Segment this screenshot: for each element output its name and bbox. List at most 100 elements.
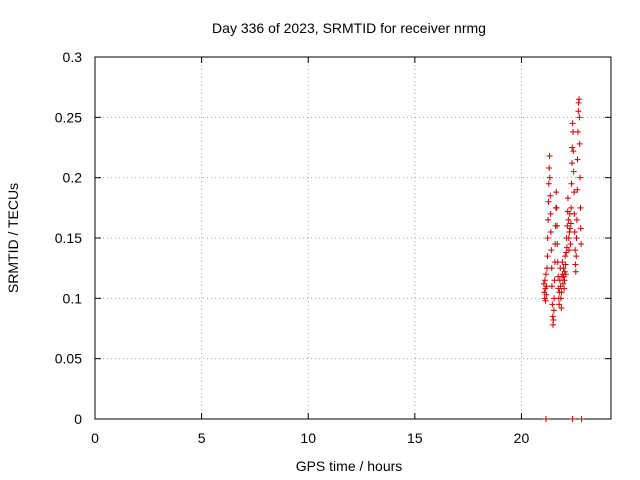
data-point — [548, 283, 555, 290]
data-point — [574, 156, 581, 163]
data-point — [565, 235, 572, 241]
data-point — [570, 148, 577, 155]
data-point — [577, 225, 584, 232]
data-point — [576, 96, 583, 103]
data-point — [549, 301, 556, 308]
data-point — [553, 204, 560, 211]
data-point — [574, 186, 581, 193]
data-point — [546, 152, 553, 159]
y-tick-label: 0.2 — [63, 170, 83, 186]
x-axis-tick-labels: 0 5 10 15 20 — [91, 430, 529, 446]
data-point — [541, 277, 548, 284]
data-point — [542, 297, 549, 304]
data-point — [571, 210, 578, 217]
x-tick-label: 20 — [514, 430, 530, 446]
y-tick-label: 0.15 — [55, 230, 82, 246]
data-point — [550, 307, 557, 314]
data-point — [565, 247, 572, 254]
data-point — [561, 285, 568, 292]
axis-ticks — [94, 56, 611, 420]
data-point — [561, 277, 568, 284]
data-point — [562, 271, 569, 278]
data-point — [560, 280, 567, 287]
data-point — [547, 228, 554, 235]
data-point — [572, 247, 579, 254]
data-point — [567, 225, 574, 232]
y-tick-label: 0.3 — [63, 49, 83, 65]
data-point — [558, 304, 565, 311]
data-point — [560, 265, 567, 272]
data-points — [540, 96, 585, 422]
y-axis-label: SRMTID / TECUs — [5, 183, 21, 293]
data-point — [553, 189, 560, 196]
y-tick-label: 0 — [74, 411, 82, 427]
data-point — [575, 108, 582, 115]
data-point — [574, 128, 581, 135]
data-point — [545, 216, 552, 223]
data-point — [572, 261, 579, 268]
data-point — [571, 228, 578, 235]
data-point — [546, 165, 553, 172]
data-point — [548, 265, 555, 272]
data-point — [573, 235, 580, 241]
data-point — [572, 268, 579, 275]
x-tick-label: 0 — [91, 430, 99, 446]
data-point — [565, 216, 572, 223]
x-tick-label: 10 — [300, 430, 316, 446]
data-point — [547, 210, 554, 217]
y-tick-label: 0.05 — [55, 351, 82, 367]
data-point — [562, 253, 569, 260]
data-point — [567, 220, 574, 227]
data-point — [544, 235, 551, 241]
data-point — [576, 114, 583, 121]
data-point — [544, 253, 551, 260]
data-point — [557, 295, 564, 302]
data-point — [559, 259, 566, 266]
plot-area-frame — [94, 56, 612, 420]
data-point — [549, 313, 556, 320]
data-point — [578, 241, 585, 248]
data-point — [566, 228, 573, 235]
data-point — [550, 317, 557, 324]
data-point — [543, 283, 550, 290]
data-point — [569, 120, 576, 127]
data-point — [545, 180, 552, 187]
data-point — [562, 261, 569, 268]
data-point — [567, 241, 574, 248]
data-point — [542, 416, 549, 422]
data-point — [577, 204, 584, 211]
grid-lines — [95, 57, 611, 419]
data-point — [542, 271, 549, 278]
data-point — [548, 247, 555, 254]
chart-title: Day 336 of 2023, SRMTID for receiver nrm… — [212, 20, 486, 36]
y-tick-label: 0.25 — [55, 109, 82, 125]
y-tick-label: 0.1 — [63, 290, 83, 306]
data-point — [570, 168, 577, 175]
data-point — [568, 180, 575, 187]
data-point — [573, 253, 580, 260]
x-tick-label: 15 — [407, 430, 423, 446]
data-point — [577, 174, 584, 181]
data-point — [551, 277, 558, 284]
data-point — [568, 160, 575, 167]
data-point — [545, 198, 552, 205]
data-point — [576, 140, 583, 147]
data-point — [556, 301, 563, 308]
data-point — [554, 241, 561, 248]
y-axis-tick-labels: 0 0.05 0.1 0.15 0.2 0.25 0.3 — [55, 49, 82, 427]
data-point — [546, 174, 553, 181]
data-point — [569, 416, 576, 422]
data-point — [569, 144, 576, 151]
data-point — [571, 189, 578, 196]
data-point — [573, 216, 580, 223]
data-point — [568, 204, 575, 211]
data-point — [554, 222, 561, 229]
x-tick-label: 5 — [198, 430, 206, 446]
data-point — [558, 289, 565, 296]
data-point — [564, 195, 571, 202]
data-point — [578, 416, 585, 422]
data-point — [543, 291, 550, 298]
x-axis-label: GPS time / hours — [296, 458, 403, 474]
data-point — [547, 192, 554, 199]
